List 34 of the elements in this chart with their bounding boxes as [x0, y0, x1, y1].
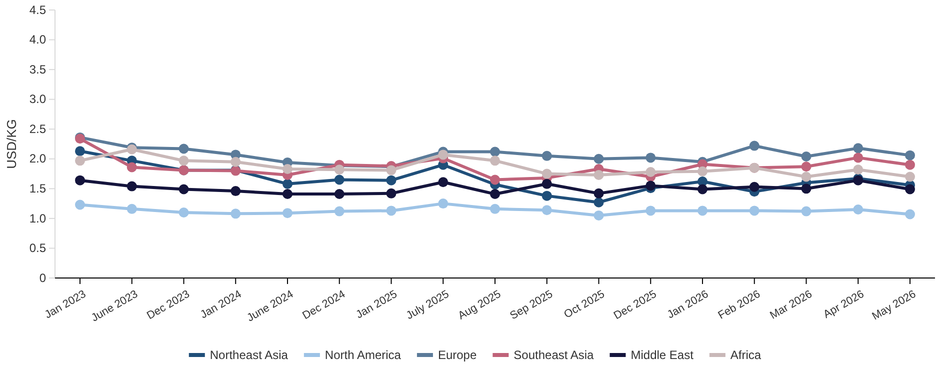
- x-tick-label: July 2025: [404, 288, 452, 322]
- legend-label: Southeast Asia: [514, 348, 594, 362]
- y-tick-label: 2.5: [29, 122, 46, 136]
- y-axis-title: USD/KG: [4, 119, 19, 169]
- x-tick-label: Jan 2025: [354, 288, 400, 322]
- x-tick-label: Dec 2024: [300, 288, 348, 322]
- legend-label: North America: [324, 348, 402, 362]
- x-tick-label: Aug 2025: [456, 288, 504, 322]
- x-tick-label: Feb 2026: [716, 288, 762, 322]
- x-tick-label: June 2023: [89, 288, 140, 324]
- x-tick-label: May 2026: [870, 288, 918, 323]
- y-tick-label: 3.5: [29, 62, 46, 76]
- legend-label: Northeast Asia: [210, 348, 288, 362]
- x-tick-label: Dec 2025: [612, 288, 659, 322]
- legend-label: Middle East: [630, 348, 694, 362]
- x-tick-label: Jan 2026: [665, 288, 711, 322]
- y-tick-label: 1.0: [29, 211, 46, 226]
- legend-label: Europe: [438, 348, 477, 362]
- x-tick-label: Jan 2023: [42, 288, 88, 322]
- x-tick-label: Apr 2026: [822, 288, 866, 321]
- y-tick-label: 4.5: [29, 2, 46, 17]
- y-tick-label: 2.0: [29, 152, 46, 166]
- y-tick-label: 0: [39, 270, 46, 285]
- y-tick-label: 0.5: [29, 241, 46, 256]
- x-tick-label: June 2024: [245, 288, 296, 324]
- x-tick-label: Mar 2026: [768, 288, 814, 322]
- x-tick-label: Oct 2025: [562, 288, 607, 321]
- x-tick-label: Sep 2025: [508, 288, 555, 322]
- y-tick-label: 4.0: [29, 32, 46, 47]
- x-tick-label: Dec 2023: [145, 288, 192, 322]
- y-tick-label: 1.5: [29, 182, 46, 196]
- y-tick-label: 3.0: [29, 92, 46, 106]
- legend-label: Africa: [730, 348, 762, 362]
- x-tick-label: Jan 2024: [198, 288, 244, 322]
